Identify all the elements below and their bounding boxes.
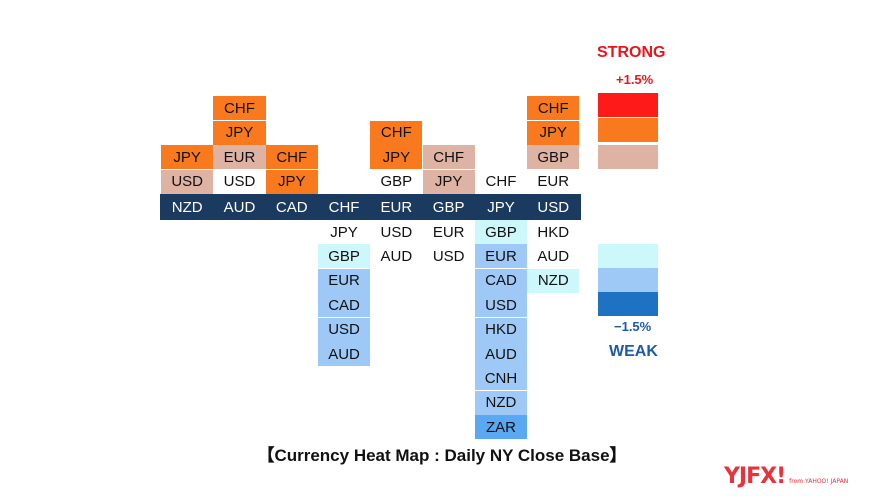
logo-text: YJFX! — [724, 464, 786, 489]
base-cell-usd: USD — [537, 198, 570, 216]
cell-eur-below-aud: AUD — [370, 244, 423, 269]
cell-chf-below-jpy: JPY — [317, 220, 371, 244]
cell-nzd-above-usd: USD — [161, 169, 214, 194]
cell-jpy-below-eur: EUR — [474, 244, 528, 269]
cell-gbp-below-eur: EUR — [422, 220, 475, 244]
base-cell-jpy: JPY — [487, 198, 515, 216]
legend-strong-swatch-3 — [598, 145, 658, 169]
cell-jpy-below-cad: CAD — [474, 268, 528, 293]
cell-jpy-below-aud: AUD — [474, 342, 528, 366]
cell-usd-above-jpy: JPY — [527, 120, 580, 145]
cell-aud-above-jpy: JPY — [213, 120, 266, 145]
cell-eur-below-usd: USD — [370, 220, 423, 244]
cell-usd-below-hkd: HKD — [527, 220, 580, 244]
cell-jpy-below-hkd: HKD — [474, 317, 528, 342]
cell-eur-above-gbp: GBP — [370, 169, 423, 194]
logo-sub: from YAHOO! JAPAN — [789, 478, 849, 485]
cell-jpy-below-gbp: GBP — [474, 220, 528, 244]
cell-chf-below-eur: EUR — [317, 268, 371, 293]
cell-usd-above-eur: EUR — [527, 169, 580, 194]
cell-usd-below-nzd: NZD — [527, 268, 580, 293]
cell-jpy-below-usd: USD — [474, 293, 528, 318]
legend-strong-swatch-1 — [598, 93, 658, 117]
cell-jpy-below-nzd: NZD — [474, 390, 528, 415]
cell-jpy-below-zar: ZAR — [474, 415, 528, 440]
base-currency-bar — [160, 194, 581, 220]
legend-weak-swatch-2 — [598, 268, 658, 292]
cell-usd-above-chf: CHF — [527, 96, 580, 121]
cell-gbp-below-usd: USD — [422, 244, 475, 269]
cell-aud-above-eur: EUR — [213, 145, 266, 170]
cell-usd-below-aud: AUD — [527, 244, 580, 269]
base-cell-aud: AUD — [223, 198, 256, 216]
cell-jpy-above-chf: CHF — [474, 169, 528, 194]
legend-weak-swatch-1 — [598, 244, 658, 268]
cell-aud-above-usd: USD — [213, 169, 266, 194]
cell-eur-above-jpy: JPY — [370, 145, 423, 170]
cell-jpy-below-cnh: CNH — [474, 366, 528, 391]
legend-weak-label: WEAK — [609, 343, 658, 360]
cell-nzd-above-jpy: JPY — [161, 145, 214, 170]
legend-weak-value: −1.5% — [614, 319, 652, 334]
cell-cad-above-jpy: JPY — [265, 169, 318, 194]
chart-title: 【Currency Heat Map : Daily NY Close Base… — [257, 446, 627, 465]
legend-strong-label: STRONG — [597, 44, 666, 61]
base-cell-gbp: GBP — [432, 198, 465, 216]
cell-eur-above-chf: CHF — [370, 120, 423, 145]
base-cell-eur: EUR — [380, 198, 413, 216]
cell-chf-below-gbp: GBP — [317, 244, 371, 269]
cell-gbp-above-chf: CHF — [422, 145, 475, 170]
legend-weak-swatch-3 — [598, 292, 658, 316]
cell-aud-above-chf: CHF — [213, 96, 266, 121]
cell-cad-above-chf: CHF — [265, 145, 318, 170]
legend-strong-value: +1.5% — [616, 72, 654, 87]
cell-gbp-above-jpy: JPY — [422, 169, 475, 194]
base-cell-nzd: NZD — [171, 198, 203, 216]
base-cell-cad: CAD — [275, 198, 308, 216]
cell-chf-below-usd: USD — [317, 317, 371, 342]
legend-strong-swatch-2 — [598, 118, 658, 142]
cell-chf-below-aud: AUD — [317, 342, 371, 366]
base-cell-chf: CHF — [328, 198, 360, 216]
cell-chf-below-cad: CAD — [317, 293, 371, 318]
brand-logo: YJFX! from YAHOO! JAPAN — [724, 464, 848, 489]
cell-usd-above-gbp: GBP — [527, 145, 580, 170]
